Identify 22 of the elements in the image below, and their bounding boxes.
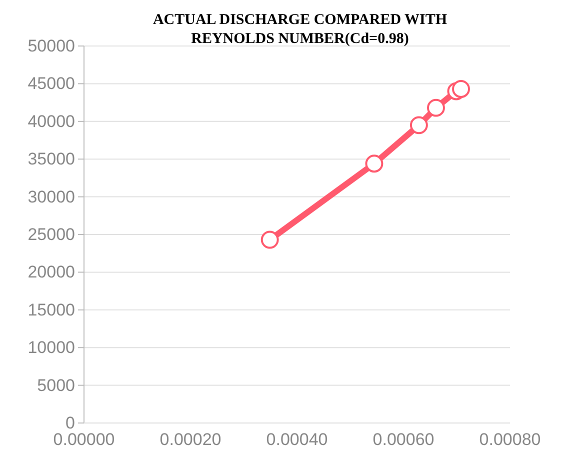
y-tick-label: 15000	[28, 300, 75, 320]
y-tick-label: 50000	[28, 36, 75, 56]
y-tick-label: 0	[66, 413, 75, 432]
x-tick-label: 0.00060	[372, 430, 434, 450]
x-tick-label: 0.00020	[160, 430, 222, 450]
point	[260, 230, 279, 249]
y-tick-label: 30000	[28, 187, 75, 206]
y-tick-label: 20000	[28, 262, 75, 282]
y-tick-label: 5000	[37, 376, 75, 395]
y-tick-label: 40000	[28, 112, 75, 131]
x-tick-label: 0.00080	[479, 430, 541, 450]
point	[427, 98, 445, 117]
y-tick-label: 10000	[28, 338, 75, 358]
point	[410, 116, 428, 134]
point	[452, 80, 470, 98]
y-tick-label: 25000	[28, 224, 75, 244]
y-tick-label: 45000	[28, 74, 75, 94]
y-tick-label: 35000	[28, 150, 75, 169]
x-tick-label: 0.00040	[266, 430, 328, 450]
point	[365, 154, 384, 173]
chart-title: ACTUAL DISCHARGE COMPARED WITH REYNOLDS NUMBER(Cd=0.98)	[152, 12, 448, 47]
x-tick-label: 0.00000	[53, 430, 115, 450]
